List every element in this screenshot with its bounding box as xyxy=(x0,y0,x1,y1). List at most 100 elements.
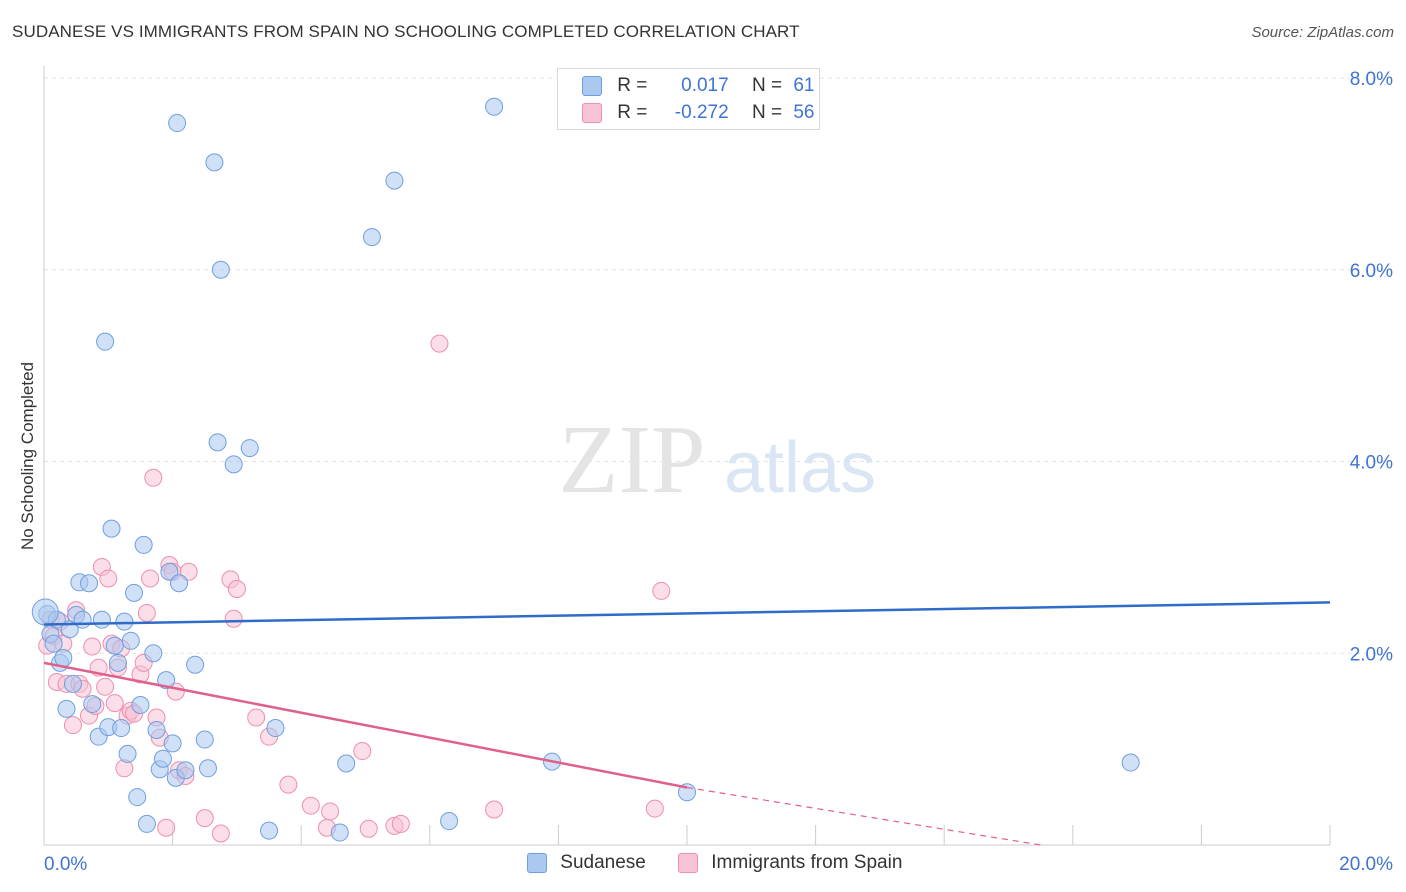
sudanese-point xyxy=(73,610,92,629)
immigrants-point xyxy=(179,562,198,581)
sudanese-point xyxy=(208,433,227,452)
bottom-legend-swatch-sudanese xyxy=(527,853,547,873)
immigrants-point xyxy=(301,796,320,815)
immigrants-point xyxy=(652,581,671,600)
sudanese-point xyxy=(170,574,189,593)
sudanese-point xyxy=(108,653,127,672)
sudanese-point xyxy=(128,788,147,807)
sudanese-point xyxy=(195,730,214,749)
legend-n-label: N = xyxy=(751,75,783,96)
sudanese-point xyxy=(260,821,279,840)
legend-n-label: N = xyxy=(751,102,783,123)
sudanese-point xyxy=(240,439,259,458)
watermark: ZIP atlas xyxy=(559,406,877,514)
sudanese-point xyxy=(83,695,102,714)
immigrants-point xyxy=(211,824,230,843)
sudanese-point xyxy=(362,228,381,247)
legend-row-immigrants: R = -0.272 N = 56 xyxy=(582,102,814,126)
sudanese-point xyxy=(266,719,285,738)
sudanese-point xyxy=(112,719,131,738)
sudanese-point xyxy=(31,598,59,626)
legend-r-label: R = xyxy=(617,102,648,123)
trend-line-immigrants-extension xyxy=(686,786,1041,846)
sudanese-point xyxy=(157,671,176,690)
gridlines xyxy=(44,77,1392,654)
immigrants-point xyxy=(321,802,340,821)
immigrants-point xyxy=(391,814,410,833)
legend-r-value: -0.272 xyxy=(674,102,729,123)
sudanese-point xyxy=(485,97,504,116)
x-tick-label: 20.0% xyxy=(1339,854,1393,875)
sudanese-point xyxy=(102,519,121,538)
immigrants-point xyxy=(141,569,160,588)
immigrants-point xyxy=(157,818,176,837)
sudanese-point xyxy=(168,114,187,133)
immigrants-point xyxy=(645,799,664,818)
sudanese-point xyxy=(330,823,349,842)
sudanese-point xyxy=(205,153,224,172)
sudanese-point xyxy=(63,674,82,693)
sudanese-point xyxy=(54,649,73,668)
sudanese-point xyxy=(176,761,195,780)
bottom-legend-label: Sudanese xyxy=(560,852,646,873)
sudanese-point xyxy=(57,699,76,718)
immigrants-point xyxy=(430,334,449,353)
source-label: Source: ZipAtlas.com xyxy=(1251,24,1394,41)
sudanese-point xyxy=(153,749,172,768)
legend-n-value: 61 xyxy=(793,75,815,96)
legend-swatch-immigrants xyxy=(582,103,602,123)
x-tick-label: 0.0% xyxy=(44,854,87,875)
immigrants-point xyxy=(353,742,372,761)
immigrants-point xyxy=(359,819,378,838)
sudanese-point xyxy=(160,562,179,581)
bottom-legend-swatch-immigrants xyxy=(678,853,698,873)
sudanese-point xyxy=(163,734,182,753)
y-tick-label: 2.0% xyxy=(1350,644,1393,665)
sudanese-point xyxy=(385,171,404,190)
sudanese-point xyxy=(147,720,166,739)
sudanese-point xyxy=(440,812,459,831)
sudanese-point xyxy=(131,696,150,715)
sudanese-point xyxy=(134,535,153,554)
legend-r-value: 0.017 xyxy=(681,75,729,96)
legend-row-sudanese: R = 0.017 N = 61 xyxy=(582,75,814,99)
watermark-atlas: atlas xyxy=(724,428,876,508)
immigrants-point xyxy=(99,569,118,588)
y-tick-label: 6.0% xyxy=(1350,261,1393,282)
correlation-legend: R = 0.017 N = 61 R = -0.272 N = 56 xyxy=(557,68,820,130)
y-tick-label: 8.0% xyxy=(1350,69,1393,90)
sudanese-point xyxy=(105,636,124,655)
trend-line-sudanese xyxy=(43,601,1331,626)
sudanese-point xyxy=(92,610,111,629)
sudanese-point xyxy=(1121,753,1140,772)
sudanese-point xyxy=(80,574,99,593)
sudanese-point xyxy=(96,332,115,351)
trend-line-immigrants xyxy=(43,661,688,789)
sudanese-point xyxy=(224,455,243,474)
immigrants-point xyxy=(279,775,298,794)
sudanese-point xyxy=(44,634,63,653)
sudanese-point xyxy=(121,631,140,650)
bottom-legend-label: Immigrants from Spain xyxy=(711,852,903,873)
immigrants-point xyxy=(96,677,115,696)
legend-swatch-sudanese xyxy=(582,76,602,96)
chart-title: SUDANESE VS IMMIGRANTS FROM SPAIN NO SCH… xyxy=(12,22,800,41)
sudanese-point xyxy=(337,754,356,773)
immigrants-point xyxy=(137,603,156,622)
sudanese-point xyxy=(198,759,217,778)
sudanese-point xyxy=(211,260,230,279)
series-sudanese-points xyxy=(31,97,1140,842)
sudanese-point xyxy=(118,744,137,763)
immigrants-point xyxy=(83,637,102,656)
immigrants-point xyxy=(195,809,214,828)
bottom-legend-sudanese: Sudanese xyxy=(527,852,646,878)
tick-labels: 2.0% 4.0% 6.0% 8.0% 0.0% 20.0% xyxy=(44,69,1393,875)
watermark-zip: ZIP xyxy=(559,406,706,514)
immigrants-point xyxy=(247,708,266,727)
immigrants-point xyxy=(144,468,163,487)
immigrants-point xyxy=(485,800,504,819)
sudanese-point xyxy=(137,814,156,833)
immigrants-point xyxy=(63,716,82,735)
trend-lines xyxy=(43,601,1331,846)
